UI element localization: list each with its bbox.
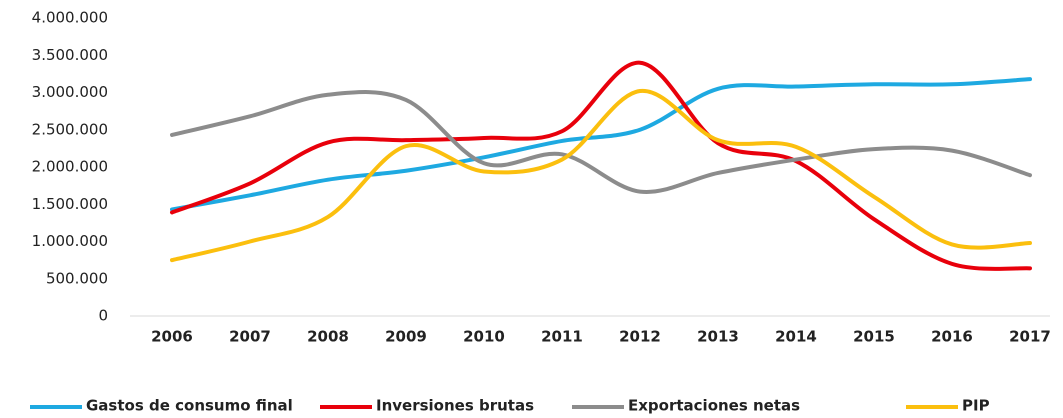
y-tick-label: 1.000.000: [32, 232, 108, 250]
y-tick-label: 1.500.000: [32, 195, 108, 213]
y-tick-label: 0: [98, 307, 108, 325]
x-tick-label: 2006: [151, 328, 193, 346]
y-tick-label: 2.500.000: [32, 120, 108, 138]
y-tick-label: 2.000.000: [32, 158, 108, 176]
legend-label: Inversiones brutas: [376, 397, 534, 415]
line-series: [170, 77, 1032, 212]
x-tick-label: 2009: [385, 328, 427, 346]
x-tick-label: 2017: [1009, 328, 1051, 346]
legend-label: PIP: [962, 397, 990, 415]
x-tick-label: 2013: [697, 328, 739, 346]
x-tick-label: 2012: [619, 328, 661, 346]
y-tick-label: 4.000.000: [32, 9, 108, 27]
x-tick-label: 2011: [541, 328, 583, 346]
x-tick-label: 2016: [931, 328, 973, 346]
x-tick-label: 2008: [307, 328, 349, 346]
x-tick-label: 2014: [775, 328, 817, 346]
line-series: [170, 89, 1032, 263]
y-tick-label: 3.000.000: [32, 83, 108, 101]
line-series: [170, 60, 1032, 271]
legend-label: Gastos de consumo final: [86, 397, 293, 415]
line-series: [170, 90, 1032, 194]
y-tick-label: 3.500.000: [32, 46, 108, 64]
x-tick-label: 2010: [463, 328, 505, 346]
legend-label: Exportaciones netas: [628, 397, 800, 415]
x-tick-label: 2015: [853, 328, 895, 346]
y-tick-label: 500.000: [46, 269, 108, 287]
x-tick-label: 2007: [229, 328, 271, 346]
